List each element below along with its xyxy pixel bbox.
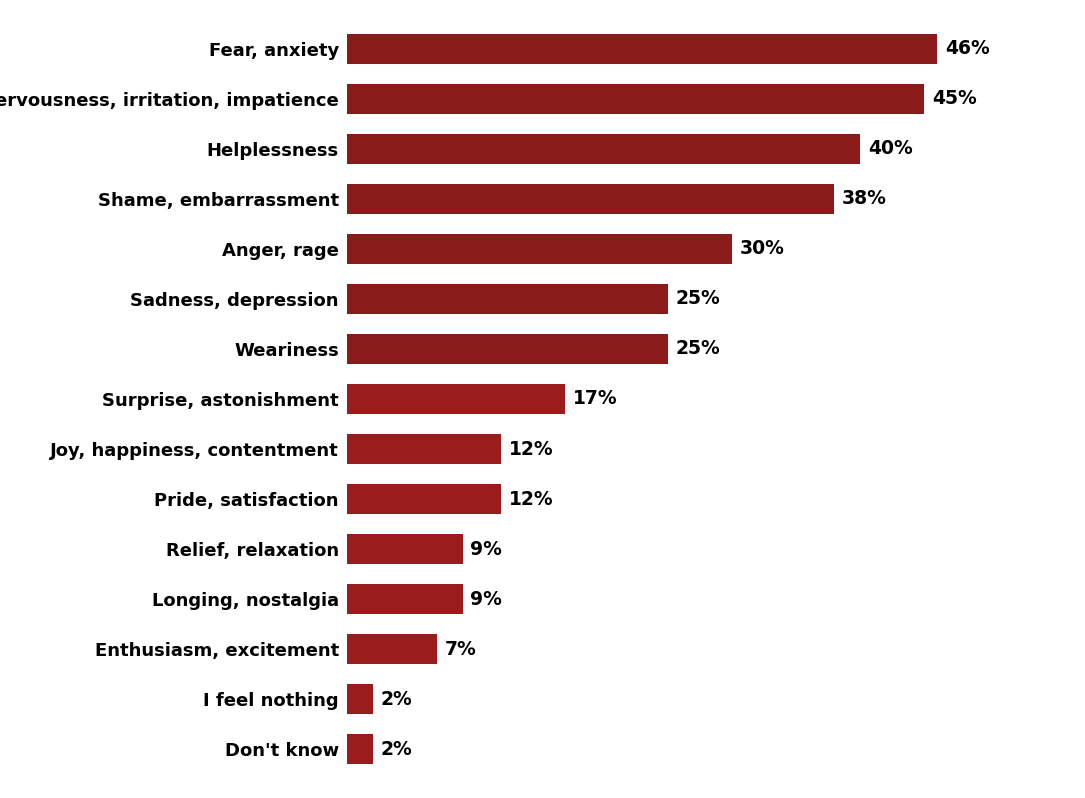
Bar bbox=[347, 734, 373, 764]
Text: 12%: 12% bbox=[509, 440, 553, 459]
Bar bbox=[347, 634, 437, 664]
Bar bbox=[347, 684, 373, 714]
Bar bbox=[347, 234, 732, 264]
Text: 38%: 38% bbox=[842, 189, 888, 208]
Bar bbox=[347, 584, 462, 614]
Bar bbox=[347, 434, 501, 464]
Text: 12%: 12% bbox=[509, 489, 553, 508]
Text: 25%: 25% bbox=[676, 339, 720, 358]
Text: 2%: 2% bbox=[381, 689, 412, 709]
Bar bbox=[347, 334, 667, 364]
Text: 25%: 25% bbox=[676, 290, 720, 309]
Bar bbox=[347, 484, 501, 514]
Bar bbox=[347, 34, 937, 64]
Text: 45%: 45% bbox=[932, 89, 976, 109]
Text: 9%: 9% bbox=[470, 539, 502, 559]
Text: 2%: 2% bbox=[381, 740, 412, 759]
Text: 40%: 40% bbox=[868, 140, 912, 159]
Text: 17%: 17% bbox=[573, 389, 617, 409]
Bar bbox=[347, 534, 462, 564]
Bar bbox=[347, 184, 834, 214]
Text: 46%: 46% bbox=[945, 39, 990, 58]
Text: 7%: 7% bbox=[445, 639, 476, 658]
Bar bbox=[347, 284, 667, 314]
Text: 30%: 30% bbox=[740, 239, 784, 259]
Bar bbox=[347, 384, 565, 414]
Bar bbox=[347, 84, 924, 114]
Text: 9%: 9% bbox=[470, 590, 502, 609]
Bar bbox=[347, 134, 860, 164]
